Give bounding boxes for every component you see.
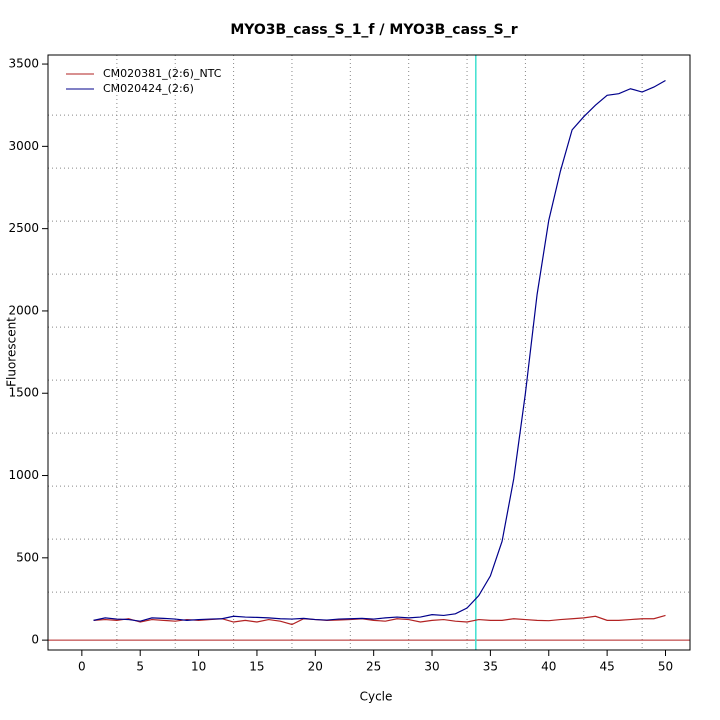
x-tick-label: 40: [541, 660, 556, 674]
y-tick-label: 2500: [8, 221, 39, 235]
plot-frame: [47, 54, 691, 651]
x-tick-label: 0: [78, 660, 86, 674]
x-tick-label: 20: [308, 660, 323, 674]
series-line: [93, 79, 666, 622]
x-tick-label: 15: [249, 660, 264, 674]
legend-label: CM020424_(2:6): [103, 82, 194, 95]
x-tick-label: 50: [658, 660, 673, 674]
x-tick-label: 35: [483, 660, 498, 674]
y-tick-label: 3000: [8, 139, 39, 153]
y-axis-label: Fluorescent: [5, 317, 19, 387]
x-tick-label: 5: [136, 660, 144, 674]
y-tick-label: 3500: [8, 57, 39, 71]
x-tick-label: 45: [599, 660, 614, 674]
x-tick-label: 10: [191, 660, 206, 674]
x-axis-label: Cycle: [360, 690, 393, 704]
legend-label: CM020381_(2:6)_NTC: [103, 67, 222, 80]
y-tick-label: 1500: [8, 386, 39, 400]
y-tick-label: 2000: [8, 303, 39, 317]
chart-title: MYO3B_cass_S_1_f / MYO3B_cass_S_r: [230, 22, 517, 38]
y-tick-label: 500: [16, 550, 39, 564]
y-tick-label: 1000: [8, 468, 39, 482]
x-tick-label: 30: [424, 660, 439, 674]
y-tick-label: 0: [31, 633, 39, 647]
x-tick-label: 25: [366, 660, 381, 674]
